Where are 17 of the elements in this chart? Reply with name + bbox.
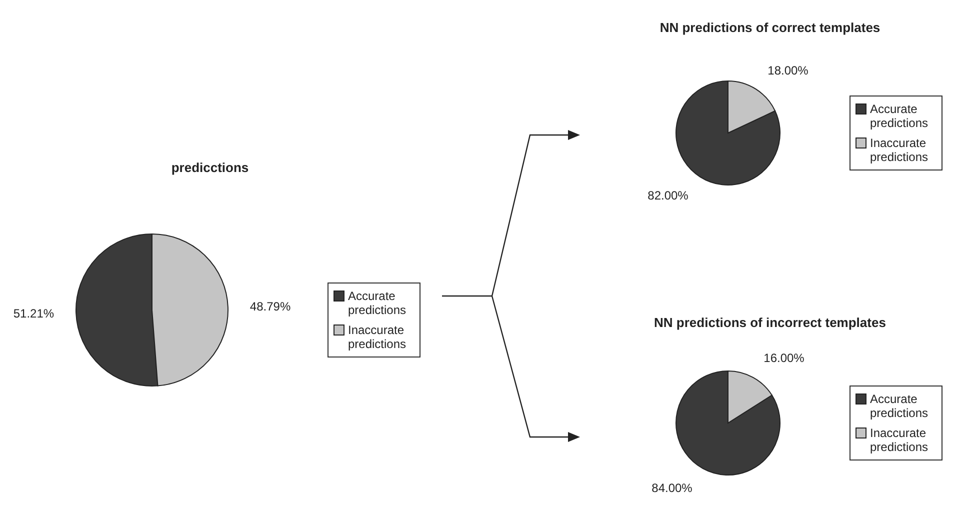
pie-slice <box>676 80 780 186</box>
pie-slice <box>676 370 780 476</box>
data-label: 18.00% <box>768 64 809 78</box>
legend-label: Inaccurate predictions <box>870 426 928 454</box>
data-label: 82.00% <box>648 188 689 202</box>
data-label: 51.21% <box>13 306 54 321</box>
data-label: 84.00% <box>652 480 693 495</box>
legend-label: Accurate predictions <box>870 102 928 130</box>
data-label: 16.00% <box>764 351 805 366</box>
chart-title: predicctions <box>171 160 249 175</box>
legend-label: Inaccurate predictions <box>348 323 406 351</box>
chart-title: NN predictions of incorrect templates <box>654 315 886 330</box>
legend-label: Accurate predictions <box>348 289 406 317</box>
data-label: 48.79% <box>250 299 291 314</box>
legend-label: Inaccurate predictions <box>870 136 928 164</box>
chart-title: NN predictions of correct templates <box>660 20 880 35</box>
legend-label: Accurate predictions <box>870 392 928 420</box>
